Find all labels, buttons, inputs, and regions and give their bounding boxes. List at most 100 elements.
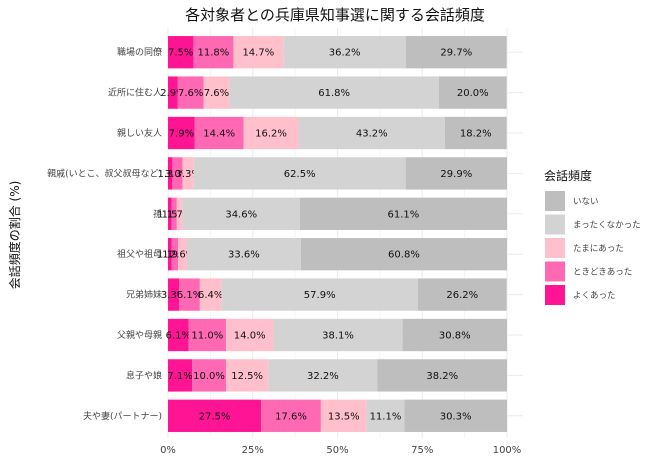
legend-swatch: [545, 261, 565, 282]
data-label: 30.3%: [440, 411, 472, 422]
bar-segment: [298, 116, 445, 150]
data-label: 7.1%: [167, 371, 192, 382]
bar-segment: [203, 76, 230, 109]
category-label: 職場の同僚: [117, 46, 162, 58]
data-label: 11.1%: [370, 411, 402, 422]
bar-segment: [261, 399, 321, 432]
bar-segment: [199, 278, 222, 311]
bar-segment: [438, 76, 507, 109]
data-label: 38.2%: [426, 371, 458, 382]
y-axis-title: 会話頻度の割合 (%): [7, 181, 22, 290]
data-label: 33.6%: [228, 250, 260, 261]
bar-segment: [405, 36, 507, 69]
x-tick-label: 100%: [493, 445, 522, 456]
data-label: 11.0%: [191, 331, 223, 342]
data-label: 2.6%: [170, 250, 195, 261]
data-label: 14.4%: [203, 129, 235, 140]
legend-item-label: まったくなかった: [573, 221, 641, 231]
bar-segment: [176, 197, 183, 230]
category-label: 祖父や祖母: [117, 248, 162, 260]
category-label: 近所に住む人: [108, 87, 162, 99]
data-label: 30.8%: [439, 331, 471, 342]
bar-segment: [194, 116, 244, 150]
bar-segment: [377, 359, 507, 392]
data-label: 43.2%: [356, 129, 388, 140]
data-label: 36.2%: [329, 48, 361, 59]
data-label: 27.5%: [199, 411, 231, 422]
bar-segment: [366, 399, 405, 432]
bar-segment: [179, 278, 200, 311]
data-label: 20.0%: [457, 88, 489, 99]
bar-segment: [178, 238, 187, 271]
bar-segment: [182, 157, 194, 190]
legend-item-label: いない: [573, 197, 599, 207]
category-label: 親しい友人: [117, 127, 162, 139]
data-label: 1.5%: [162, 209, 187, 220]
bar-segment: [182, 197, 300, 230]
bar-segment: [320, 399, 367, 432]
bar-segment: [402, 318, 507, 352]
bar-segment: [192, 359, 226, 392]
category-label: 夫や妻(パートナー): [83, 410, 162, 422]
bar-segment: [168, 76, 178, 109]
data-label: 16.2%: [255, 129, 287, 140]
data-label: 14.7%: [242, 48, 274, 59]
bar-segment: [168, 36, 194, 69]
data-label: 57.9%: [304, 290, 336, 301]
category-label: 孫: [153, 208, 162, 220]
bar-segment: [273, 318, 403, 352]
category-label: 親戚(いとこ、叔父叔母など): [47, 167, 162, 179]
data-label: 13.5%: [328, 411, 360, 422]
legend-swatch: [545, 285, 565, 305]
legend-swatch: [545, 238, 565, 258]
bar-segment: [188, 318, 226, 352]
bar-segment: [168, 157, 173, 190]
bar-segment: [225, 359, 269, 392]
data-label: 29.7%: [440, 48, 472, 59]
data-label: 3.3%: [175, 169, 200, 180]
bar-segment: [405, 157, 507, 190]
data-label: 61.8%: [318, 88, 350, 99]
bar-segment: [171, 197, 177, 230]
bar-segment: [168, 238, 172, 271]
data-label: 26.2%: [446, 290, 478, 301]
data-label: 34.6%: [225, 209, 257, 220]
bar-segment: [193, 36, 234, 69]
category-label: 息子や娘: [126, 369, 162, 381]
data-label: 11.8%: [198, 48, 230, 59]
legend-item-label: ときどきあった: [573, 268, 632, 278]
data-label: 1.1%: [157, 250, 182, 261]
data-label: 32.2%: [307, 371, 339, 382]
category-label: 父親や母親: [117, 329, 162, 341]
bar-segment: [186, 238, 301, 271]
x-tick-label: 50%: [326, 445, 348, 456]
bar-segment: [283, 36, 406, 69]
bar-segment: [300, 238, 507, 271]
bar-segment: [299, 197, 507, 230]
data-label: 7.6%: [204, 88, 229, 99]
bar-segment: [168, 197, 172, 230]
x-tick-label: 25%: [242, 445, 264, 456]
legend-swatch: [545, 191, 565, 211]
data-label: 18.2%: [460, 129, 492, 140]
bar-segment: [177, 76, 204, 109]
bar-segment: [171, 238, 179, 271]
data-label: 1.1%: [157, 209, 182, 220]
data-label: 7.6%: [178, 88, 203, 99]
bar-segment: [225, 318, 274, 352]
legend-item-label: たまにあった: [573, 244, 624, 254]
data-label: 7.5%: [168, 48, 193, 59]
data-label: 29.9%: [440, 169, 472, 180]
legend-item-label: よくあった: [573, 291, 616, 301]
legend-swatch: [545, 214, 565, 235]
bar-segment: [193, 157, 406, 190]
data-label: 6.4%: [198, 290, 223, 301]
data-label: 1.7%: [167, 209, 192, 220]
bar-segment: [268, 359, 378, 392]
bar-segment: [243, 116, 299, 150]
data-label: 12.5%: [231, 371, 263, 382]
category-label: 兄弟姉妹: [126, 289, 162, 301]
